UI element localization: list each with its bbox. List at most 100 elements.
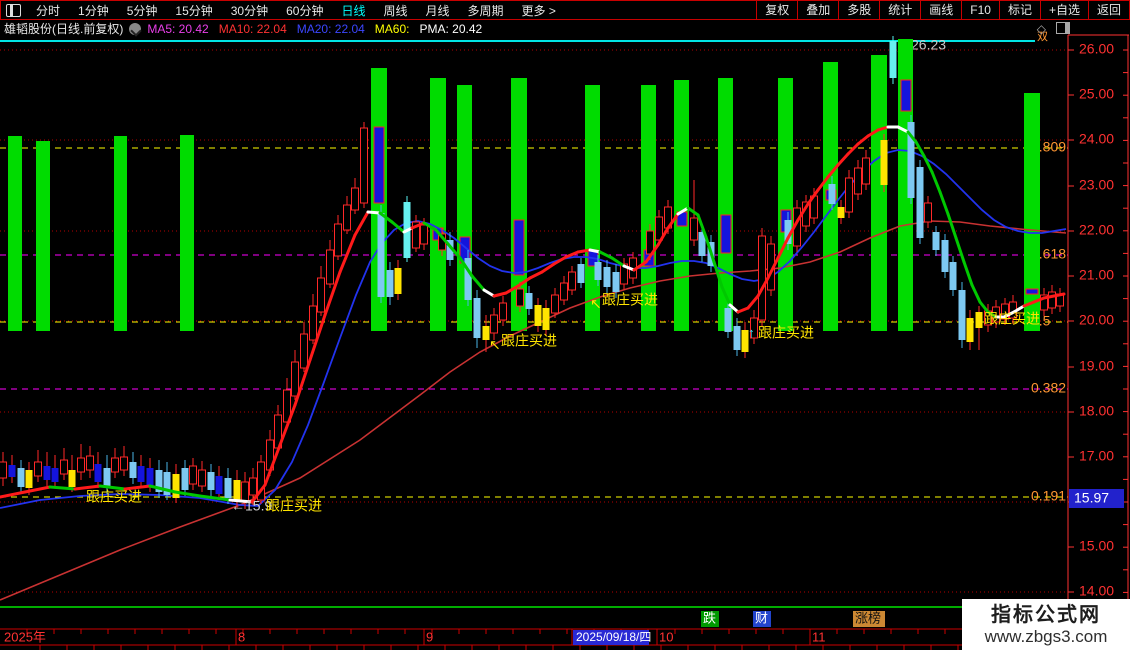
trend-line-segment xyxy=(876,125,890,132)
candlestick xyxy=(612,272,620,292)
trend-line-segment xyxy=(564,250,580,259)
candlestick xyxy=(129,462,137,478)
period-menu: 分时 1分钟 5分钟 15分钟 30分钟 60分钟 日线 周线 月线 多周期 更多 > xyxy=(27,2,565,19)
trend-line-segment xyxy=(1002,310,1016,319)
selected-date-label: 2025/09/18/四 xyxy=(576,630,651,644)
trend-line-segment xyxy=(610,256,626,268)
candlestick xyxy=(577,264,585,283)
trend-line-segment xyxy=(826,163,840,179)
signal-annotation: 跟庄买进 xyxy=(758,324,814,340)
menu-item-15分钟[interactable]: 15分钟 xyxy=(175,3,213,18)
price-label-21.00: 21.00 xyxy=(1079,266,1114,282)
diamond-icon[interactable]: ◇ xyxy=(1036,21,1046,36)
trend-line-segment xyxy=(48,485,77,491)
peak-marker: 双 xyxy=(1037,30,1048,43)
candlestick xyxy=(784,220,792,244)
signal-column xyxy=(36,141,50,331)
trend-line-segment xyxy=(148,484,177,494)
menu-item-月线[interactable]: 月线 xyxy=(425,3,450,18)
last-price-marker: 15.97 xyxy=(1074,489,1109,505)
signal-column xyxy=(114,136,127,331)
trend-line-segment xyxy=(390,220,406,234)
candlestick xyxy=(198,469,206,487)
candlestick xyxy=(741,330,749,352)
candlestick xyxy=(172,474,180,498)
price-label-20.00: 20.00 xyxy=(1079,311,1114,327)
candlestick xyxy=(412,221,420,249)
tool-item-标记[interactable]: 标记 xyxy=(998,1,1040,19)
tool-item-多股[interactable]: 多股 xyxy=(838,1,879,19)
price-label-17.00: 17.00 xyxy=(1079,447,1114,463)
menu-item-周线[interactable]: 周线 xyxy=(383,3,408,18)
stock-title[interactable]: 雄韬股份(日线.前复权) xyxy=(4,22,124,36)
tool-item-叠加[interactable]: 叠加 xyxy=(797,1,838,19)
trend-line-segment xyxy=(816,175,830,192)
candlestick xyxy=(326,249,334,285)
trend-line-segment xyxy=(504,284,520,295)
trend-line-segment xyxy=(954,236,966,264)
trend-line-segment xyxy=(422,221,438,232)
trend-line-segment xyxy=(323,270,342,317)
menu-item-1分钟[interactable]: 1分钟 xyxy=(78,3,109,18)
signal-column xyxy=(430,78,446,331)
menu-item-60分钟[interactable]: 60分钟 xyxy=(286,3,324,18)
signal-column xyxy=(8,136,22,331)
candlestick xyxy=(283,389,291,423)
ma-value-MA20: MA20: 22.04 xyxy=(296,21,365,36)
selected-date-box[interactable] xyxy=(573,630,649,645)
trend-line-segment xyxy=(482,288,496,298)
tool-item-复权[interactable]: 复权 xyxy=(756,1,797,19)
menu-item-5分钟[interactable]: 5分钟 xyxy=(126,3,158,18)
candlestick xyxy=(43,466,51,480)
candlestick xyxy=(309,305,317,341)
menu-item-日线[interactable]: 日线 xyxy=(341,3,366,18)
signal-column xyxy=(871,55,887,331)
quick-badge-涨榜[interactable] xyxy=(853,611,885,627)
quick-badge-跌[interactable] xyxy=(701,611,719,627)
ma-value-MA5: MA5: 20.42 xyxy=(147,21,209,36)
trend-line-segment xyxy=(1012,304,1026,314)
trend-line-segment xyxy=(930,170,942,194)
trend-line-segment xyxy=(516,276,532,288)
window-split-icon[interactable] xyxy=(1056,21,1070,34)
layout-split-icon[interactable] xyxy=(6,3,21,17)
candlestick xyxy=(233,480,241,500)
trend-line-segment xyxy=(458,256,474,278)
candlestick xyxy=(420,224,428,245)
candlestick xyxy=(482,326,490,340)
tool-item-统计[interactable]: 统计 xyxy=(879,1,920,19)
trend-line-segment xyxy=(712,260,724,289)
trend-line-segment xyxy=(353,210,370,237)
trend-line-segment xyxy=(1032,296,1046,304)
chevron-down-icon[interactable] xyxy=(129,22,142,35)
tool-item-F10[interactable]: F10 xyxy=(961,1,999,19)
trend-line-segment xyxy=(250,483,267,504)
trend-line-segment xyxy=(796,202,810,222)
candlestick xyxy=(68,470,76,487)
trend-line-segment xyxy=(736,306,750,314)
menu-item-30分钟[interactable]: 30分钟 xyxy=(230,3,269,18)
candlestick xyxy=(594,262,602,280)
candlestick xyxy=(120,456,128,471)
candlestick xyxy=(490,314,498,334)
trend-line-segment xyxy=(676,206,690,216)
signal-arrow: ↑ xyxy=(748,324,755,340)
menu-item-多周期[interactable]: 多周期 xyxy=(467,3,504,18)
candlestick xyxy=(146,468,154,486)
candlestick xyxy=(181,468,189,490)
trend-line-segment xyxy=(123,484,152,491)
menu-item-分时[interactable]: 分时 xyxy=(36,3,61,18)
quick-badge-财[interactable] xyxy=(753,611,771,627)
trend-line-segment xyxy=(0,490,27,499)
menu-item-更多 >[interactable]: 更多 > xyxy=(521,3,556,18)
price-label-22.00: 22.00 xyxy=(1079,221,1114,237)
trend-line-segment xyxy=(776,236,790,260)
tool-item-+自选[interactable]: +自选 xyxy=(1039,1,1088,19)
tool-item-画线[interactable]: 画线 xyxy=(920,1,961,19)
date-label-2025年: 2025年 xyxy=(4,630,46,645)
trend-line-segment xyxy=(644,243,660,264)
tool-item-返回[interactable]: 返回 xyxy=(1087,1,1129,19)
candlestick xyxy=(907,122,915,198)
trend-line-segment xyxy=(98,484,127,491)
